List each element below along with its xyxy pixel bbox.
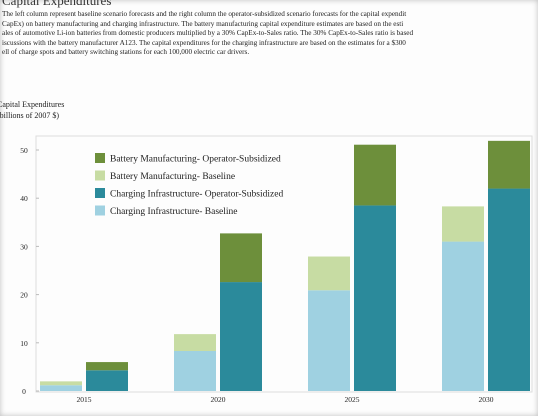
bar-segment: [308, 290, 350, 391]
bar-segment: [86, 370, 128, 391]
text-line: CapEx) on battery manufacturing and char…: [2, 19, 404, 28]
text-line: The left column represent baseline scena…: [2, 10, 407, 18]
y-tick-label: 30: [20, 242, 28, 251]
paragraph: The left column represent baseline scena…: [2, 10, 536, 58]
text-line: ell of charge spots and battery switchin…: [2, 48, 250, 57]
section-title: Capital Expenditures: [2, 0, 112, 8]
legend-label: Charging Infrastructure- Baseline: [110, 206, 238, 217]
bar-segment: [308, 256, 350, 291]
y-tick-label: 50: [20, 146, 28, 155]
legend-swatch: [95, 170, 105, 181]
bar-segment: [220, 233, 262, 283]
bar-segment: [40, 381, 82, 386]
y-tick-label: 20: [20, 291, 28, 300]
legend-swatch: [95, 188, 105, 198]
bar-segment: [488, 188, 530, 391]
x-tick-label: 2020: [211, 395, 226, 404]
x-tick-label: 2025: [345, 395, 360, 404]
y-tick-label: 10: [20, 339, 28, 348]
x-tick-label: 2015: [77, 395, 92, 404]
bar-segment: [220, 282, 262, 391]
y-tick-label: 40: [20, 194, 28, 203]
text-line: ales of automotive Li-ion batteries from…: [2, 29, 414, 38]
bar-segment: [488, 140, 530, 189]
legend-label: Battery Manufacturing- Operator-Subsidiz…: [110, 154, 281, 165]
bar-segment: [86, 362, 128, 371]
plot-frame: [35, 135, 533, 393]
y-tick-label: 0: [22, 387, 26, 396]
bar-segment: [442, 206, 484, 242]
legend-label: Charging Infrastructure- Operator-Subsid…: [110, 189, 283, 200]
text-line: iscussions with the battery manufacturer…: [2, 38, 406, 47]
bar-segment: [354, 205, 396, 391]
legend-swatch: [95, 205, 105, 216]
bar-segment: [442, 241, 484, 391]
bar-segment: [174, 350, 216, 391]
legend-swatch: [95, 153, 105, 163]
bar-segment: [354, 144, 396, 206]
y-axis-label: Capital Expenditures: [0, 100, 64, 109]
x-tick-label: 2030: [479, 395, 494, 404]
legend-label: Battery Manufacturing- Baseline: [110, 171, 235, 182]
y-axis-label: (billions of 2007 $): [0, 111, 59, 120]
bar-segment: [174, 334, 216, 351]
bar-segment: [40, 385, 82, 391]
